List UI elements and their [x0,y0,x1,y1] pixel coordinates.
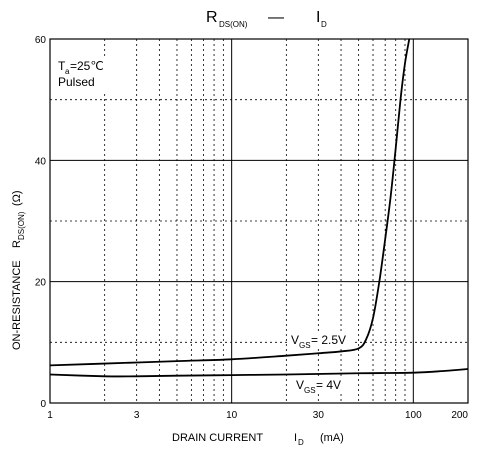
x-axis-label-symbol: I [294,432,297,444]
y-axis-label-symbol-sub: DS(ON) [17,211,26,240]
x-tick-label: 10 [226,410,238,421]
title-main-sub: DS(ON) [219,20,248,29]
y-axis-label-unit: (Ω) [11,190,23,206]
grid-minor [50,39,468,403]
title-dash: — [268,9,284,26]
x-axis-label: DRAIN CURRENT I D (mA) [172,432,344,447]
y-tick-labels: 0 20 40 60 [35,35,47,410]
grid-major [50,39,468,403]
series-0-label-prefix: V [291,333,299,347]
temp-value: =25℃ [70,59,104,73]
y-axis-label: ON-RESISTANCE R DS(ON) (Ω) [11,190,26,350]
x-tick-label: 1 [47,410,53,421]
x-axis-label-unit: (mA) [320,432,344,444]
series-1-label-prefix: V [296,378,304,392]
y-tick-label: 20 [35,278,47,289]
x-tick-label: 100 [405,410,422,421]
y-axis-label-text: ON-RESISTANCE [11,260,23,350]
series-vgs-2-5v-line [49,38,411,367]
x-tick-label: 3 [134,410,140,421]
series-1-label-value: = 4V [316,378,341,392]
x-tick-labels: 1 3 10 30 100 200 [47,410,468,421]
pulsed-label: Pulsed [58,75,95,89]
y-axis-label-symbol: R [11,240,23,248]
x-axis-label-symbol-sub: D [298,438,304,447]
series-1-label-sub: GS [304,386,316,395]
title-main: R [206,9,218,26]
plot-frame [49,38,469,404]
title-second-sub: D [321,20,327,29]
title-second: I [316,9,320,26]
series-label-vgs-2-5v: V GS = 2.5V [288,332,354,350]
y-tick-label: 40 [35,156,47,167]
chart-title: R DS(ON) — I D [206,9,327,29]
x-axis-label-text: DRAIN CURRENT [172,432,263,444]
x-tick-label: 30 [313,410,325,421]
temp-sub: a [65,67,70,76]
x-tick-label: 200 [451,410,468,421]
y-tick-label: 60 [35,35,47,46]
series-label-vgs-4v: V GS = 4V [292,377,350,395]
temp-prefix: T [58,59,66,73]
series-0-label-value: = 2.5V [311,333,346,347]
y-tick-label: 0 [40,399,46,410]
series-0-label-sub: GS [299,341,311,350]
condition-annotation: T a =25℃ Pulsed [53,56,111,92]
series-vgs-4v-line [49,368,469,378]
